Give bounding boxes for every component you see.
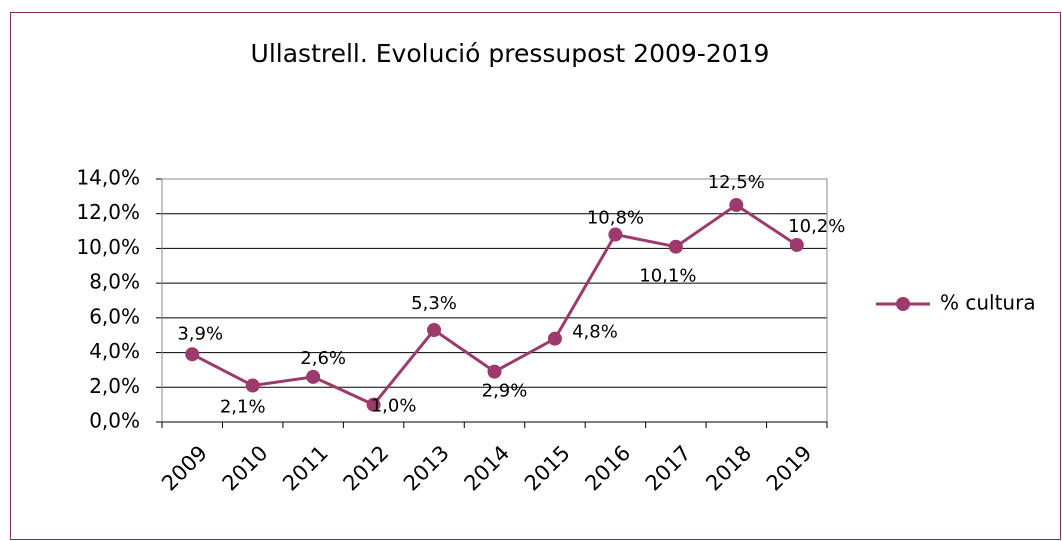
point (427, 323, 442, 338)
legend-marker (896, 297, 910, 311)
y-tick-label: 14,0% (76, 166, 140, 190)
point (789, 237, 804, 252)
data-label: 1,0% (371, 396, 417, 417)
point (668, 239, 683, 254)
point (306, 369, 321, 384)
chart-title: Ullastrell. Evolució pressupost 2009-201… (251, 39, 770, 68)
legend-label: % cultura (940, 291, 1036, 315)
y-tick-label: 8,0% (89, 270, 140, 294)
chart-frame (10, 12, 1061, 540)
point (487, 364, 502, 379)
data-label: 12,5% (708, 172, 765, 193)
data-label: 2,1% (220, 397, 266, 418)
point (245, 378, 260, 393)
point (366, 397, 381, 412)
point (608, 227, 623, 242)
y-tick-label: 6,0% (89, 304, 140, 328)
data-label: 2,6% (300, 348, 346, 369)
data-label: 2,9% (482, 381, 528, 402)
data-label: 10,1% (639, 266, 696, 287)
point (185, 347, 200, 362)
y-tick-label: 12,0% (76, 200, 140, 224)
y-tick-label: 2,0% (89, 374, 140, 398)
data-label: 3,9% (177, 323, 223, 344)
point (547, 331, 562, 346)
point (729, 198, 744, 213)
y-tick-label: 10,0% (76, 235, 140, 259)
y-tick-label: 0,0% (89, 409, 140, 433)
y-tick-label: 4,0% (89, 339, 140, 363)
data-label: 4,8% (572, 322, 618, 343)
data-label: 10,2% (788, 216, 845, 237)
data-label: 10,8% (587, 208, 644, 229)
data-label: 5,3% (411, 293, 457, 314)
